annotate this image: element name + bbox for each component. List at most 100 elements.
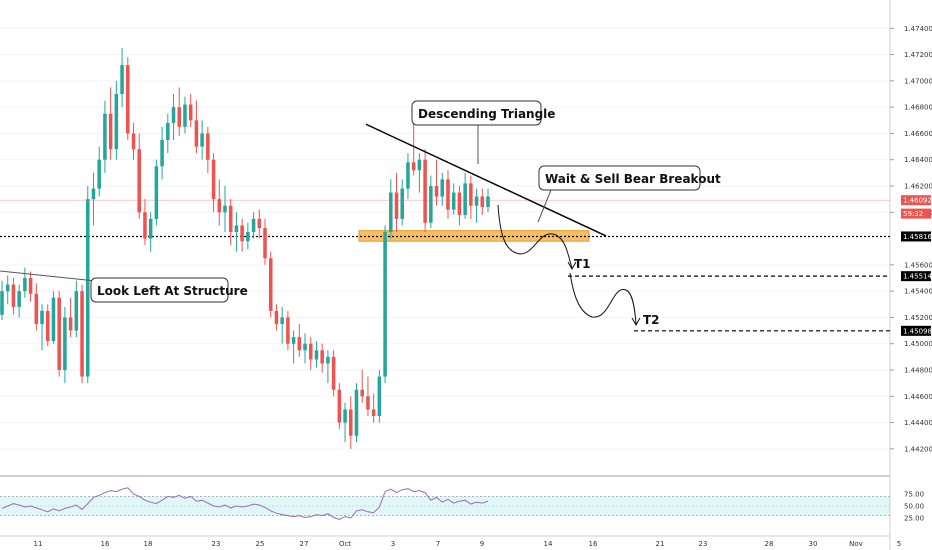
price-tick-label: 1.47400 xyxy=(904,25,932,33)
candle-up xyxy=(103,113,107,160)
callout-descending-triangle-text: Descending Triangle xyxy=(418,107,555,121)
date-tick-label: 18 xyxy=(144,540,153,548)
price-tick-label: 1.45000 xyxy=(904,340,932,348)
candle-up xyxy=(51,297,56,342)
candle-down xyxy=(297,337,302,351)
date-tick-label: 7 xyxy=(436,540,440,548)
price-badge: 1.45816 xyxy=(901,231,932,242)
price-tick-label: 1.44400 xyxy=(904,419,932,427)
candle-up xyxy=(429,186,433,223)
candle-up xyxy=(171,107,176,123)
price-badge: 1.45514 xyxy=(901,271,932,282)
rsi-panel xyxy=(0,487,890,520)
candle-up xyxy=(148,218,153,239)
candle-down xyxy=(57,297,61,370)
callout-descending-triangle[interactable]: Descending Triangle xyxy=(411,100,555,164)
candle-down xyxy=(371,409,376,416)
candle-down xyxy=(126,65,130,134)
date-tick-label: 23 xyxy=(699,540,708,548)
price-tick-label: 1.45200 xyxy=(904,314,932,322)
projection-path[interactable] xyxy=(497,204,573,269)
candle-down xyxy=(469,183,473,206)
candle-down xyxy=(446,179,450,210)
price-badges: 1.46092 59:32 1.45816 1.45514 1.45098 xyxy=(901,195,932,336)
date-tick-label: 25 xyxy=(256,540,265,548)
candle-up xyxy=(463,183,467,215)
rsi-tick-label: 75.00 xyxy=(904,491,924,499)
price-badge-box xyxy=(901,195,931,206)
candle-down xyxy=(337,389,342,423)
candle-down xyxy=(457,192,462,215)
projection-path-2[interactable] xyxy=(569,272,637,325)
candle-up xyxy=(280,317,284,324)
price-tick-label: 1.45400 xyxy=(904,288,932,296)
callout-look-left[interactable]: Look Left At Structure xyxy=(0,270,248,303)
rsi-tick-label: 50.00 xyxy=(904,503,924,511)
date-tick-label: 16 xyxy=(589,540,598,548)
time-axis[interactable]: 11 16 18 23 25 27 Oct 3 7 9 14 16 21 23 28 30 Nov 5 xyxy=(34,540,902,548)
callout-look-left-box xyxy=(90,277,229,303)
candle-up xyxy=(451,192,456,210)
date-tick-label: 11 xyxy=(34,540,43,548)
candle-up xyxy=(114,94,119,150)
callout-wait-sell[interactable]: Wait & Sell Bear Breakout xyxy=(537,165,721,223)
date-tick-label: 23 xyxy=(212,540,221,548)
candle-up xyxy=(354,389,359,436)
candle-down xyxy=(45,310,50,342)
callout-wait-sell-box xyxy=(538,165,701,191)
target-2-label: T2 xyxy=(643,313,660,327)
candle-up xyxy=(17,291,21,307)
rsi-tick-label: 25.00 xyxy=(904,515,924,523)
candle-down xyxy=(308,343,313,360)
candle-up xyxy=(303,343,307,351)
candle-down xyxy=(177,107,182,127)
candle-down xyxy=(434,186,439,197)
rsi-line xyxy=(1,487,489,520)
price-tick-label: 1.47200 xyxy=(904,51,932,59)
price-badge-box xyxy=(901,271,931,282)
candle-up xyxy=(97,159,101,189)
price-tick-label: 1.46600 xyxy=(904,130,932,138)
price-badge-label: 1.45098 xyxy=(903,327,932,335)
price-grid xyxy=(0,27,890,450)
candle-up xyxy=(74,291,79,331)
candle-up xyxy=(63,317,67,370)
candle-down xyxy=(188,104,193,121)
date-tick-label: 5 xyxy=(897,540,901,548)
candle-up xyxy=(383,232,387,377)
candle-down xyxy=(366,396,370,410)
price-tick-label: 1.47000 xyxy=(904,77,932,85)
candle-up xyxy=(486,196,490,208)
price-tick-label: 1.45600 xyxy=(904,261,932,269)
date-tick-label: Oct xyxy=(339,540,351,548)
callout-wait-sell-text: Wait & Sell Bear Breakout xyxy=(545,172,721,186)
candle-up xyxy=(183,104,187,127)
price-axis[interactable]: 1.47400 1.47200 1.47000 1.46800 1.46600 1.464… xyxy=(890,25,932,454)
price-badge-label: 1.45816 xyxy=(903,233,932,241)
candle-up xyxy=(343,409,347,423)
candle-up xyxy=(154,166,159,219)
descending-trendline[interactable] xyxy=(365,123,607,237)
date-tick-label: 16 xyxy=(101,540,110,548)
price-badge-label: 59:32 xyxy=(903,210,923,218)
candle-up xyxy=(5,284,10,292)
candle-down xyxy=(80,291,84,377)
price-badge-box xyxy=(901,208,931,219)
date-tick-label: 30 xyxy=(809,540,818,548)
date-tick-label: 28 xyxy=(765,540,774,548)
price-badge-label: 1.45514 xyxy=(903,273,932,281)
projection-arrow-1 xyxy=(567,261,577,271)
candle-up xyxy=(85,199,90,377)
date-tick-label: Nov xyxy=(849,540,863,548)
candle-up xyxy=(251,218,256,232)
candle-down xyxy=(274,310,279,324)
candle-down xyxy=(11,284,16,307)
date-tick-label: 21 xyxy=(656,540,665,548)
candle-up xyxy=(166,122,170,140)
candle-down xyxy=(331,356,336,390)
price-badge-label: 1.46092 xyxy=(903,197,932,205)
candle-down xyxy=(411,162,416,171)
candle-down xyxy=(131,133,136,150)
candle-down xyxy=(268,258,273,311)
